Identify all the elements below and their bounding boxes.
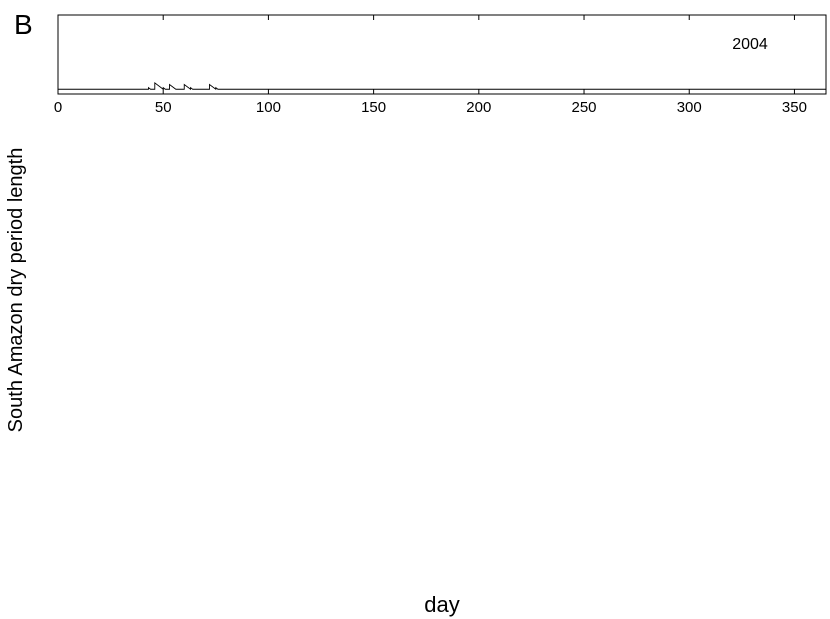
x-tick-label: 0 (54, 99, 62, 116)
x-axis-label: day (424, 592, 459, 617)
panel-frame (57, 14, 827, 95)
x-tick-label: 300 (677, 99, 702, 116)
panel-2004: 2004 (57, 14, 827, 95)
x-tick-label: 100 (256, 99, 281, 116)
x-tick-label: 200 (466, 99, 491, 116)
y-axis-label: South Amazon dry period length (5, 148, 27, 433)
x-tick-label: 350 (782, 99, 807, 116)
x-tick-label: 250 (572, 99, 597, 116)
year-label-2004: 2004 (732, 36, 768, 53)
x-tick-label: 150 (361, 99, 386, 116)
x-tick-label: 50 (155, 99, 172, 116)
year-panels: 2004 (57, 14, 827, 95)
x-axis: 0 50 100 150 200 250 300 350 (54, 99, 807, 116)
panel-letter: B (14, 9, 33, 40)
series-line-2004 (58, 82, 826, 91)
